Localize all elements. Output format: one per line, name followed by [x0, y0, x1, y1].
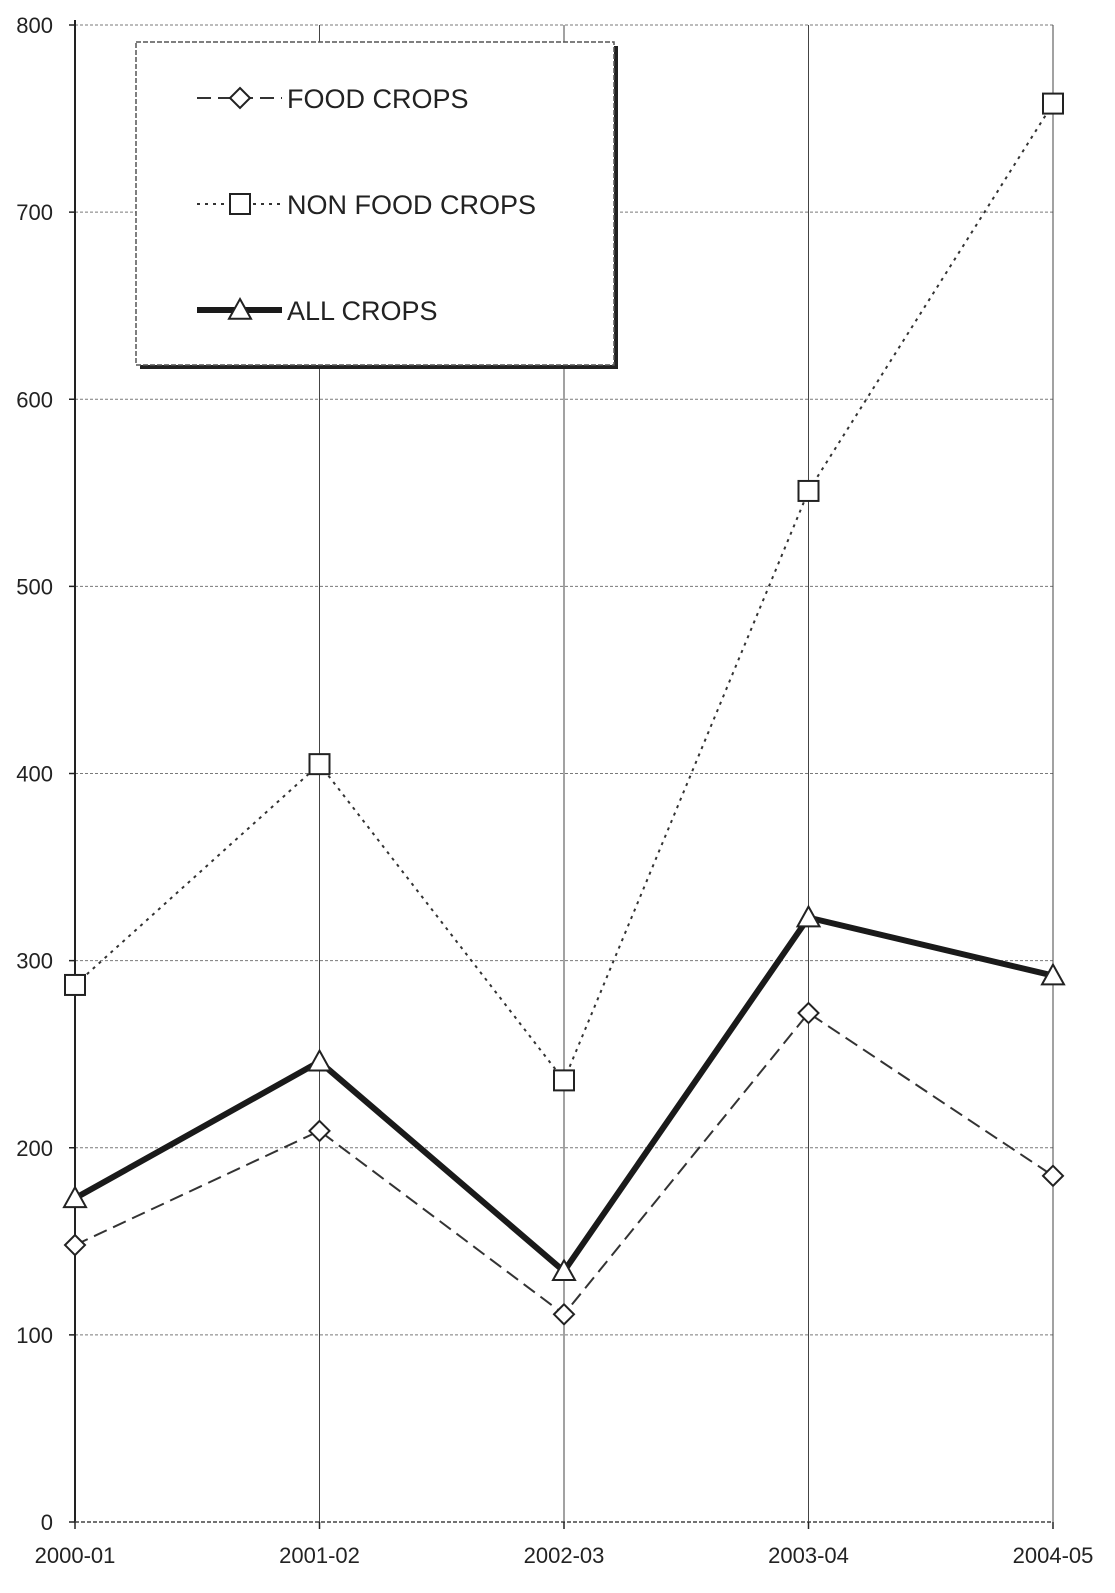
data-point-triangle [306, 1048, 333, 1072]
data-point-triangle [62, 1185, 88, 1209]
data-point-diamond [63, 1233, 87, 1257]
y-tick-label: 800 [16, 13, 53, 38]
y-tick-label: 200 [16, 1136, 53, 1161]
legend-marker-diamond [228, 86, 252, 110]
legend: FOOD CROPS NON FOOD CROPS ALL CROPS [135, 41, 618, 369]
legend-marker-triangle [227, 296, 253, 320]
legend-label: NON FOOD CROPS [287, 190, 536, 220]
data-point-square [553, 1069, 575, 1092]
legend-label: ALL CROPS [287, 296, 438, 326]
y-tick-labels: 0 100 200 300 400 500 600 700 800 [16, 13, 53, 1535]
x-tick-label: 2003-04 [768, 1543, 849, 1568]
data-point-square [797, 479, 820, 502]
x-tick-label: 2000-01 [35, 1543, 116, 1568]
legend-label: FOOD CROPS [287, 84, 469, 114]
legend-marker-square [229, 193, 251, 215]
data-point-triangle [1040, 962, 1066, 986]
data-point-diamond [1041, 1164, 1065, 1188]
data-point-diamond [797, 1001, 820, 1025]
y-tick-label: 700 [16, 200, 53, 225]
x-tick-label: 2001-02 [279, 1543, 360, 1568]
data-point-triangle [795, 904, 822, 928]
y-tick-label: 100 [16, 1323, 53, 1348]
y-tick-label: 0 [41, 1510, 53, 1535]
data-point-diamond [308, 1119, 331, 1143]
y-tick-label: 300 [16, 949, 53, 974]
y-tick-label: 400 [16, 762, 53, 787]
axes [69, 20, 1054, 1529]
y-tick-label: 500 [16, 574, 53, 599]
y-tick-label: 600 [16, 387, 53, 412]
x-tick-label: 2004-05 [1013, 1543, 1094, 1568]
series-markers [62, 92, 1066, 1326]
data-point-triangle [551, 1258, 577, 1282]
x-tick-labels: 2000-01 2001-02 2002-03 2003-04 2004-05 [35, 1543, 1094, 1568]
data-point-diamond [552, 1302, 576, 1326]
x-tick-label: 2002-03 [524, 1543, 605, 1568]
data-point-square [1042, 92, 1064, 115]
data-point-square [64, 973, 86, 996]
data-point-square [308, 753, 331, 776]
